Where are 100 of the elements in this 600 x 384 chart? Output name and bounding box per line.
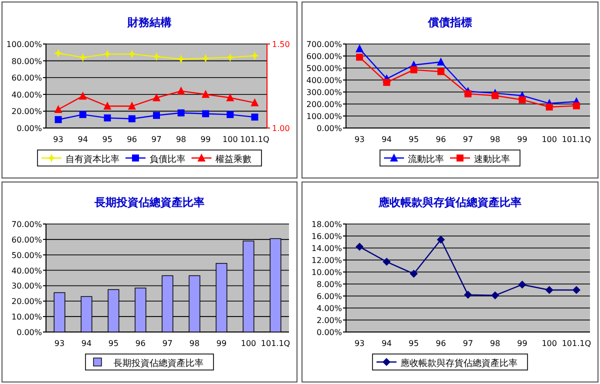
y-tick-label: 80.00% [11,56,42,66]
point [102,50,112,59]
y-tick-label: 20.00% [11,107,42,116]
x-tick-label: 95 [408,339,419,348]
y-tick-label: 0.00% [16,124,42,133]
y-tick-label: 0.00% [316,124,342,133]
point [54,48,63,58]
x-tick-label: 94 [382,339,392,348]
x-tick-label: 93 [54,339,65,348]
y-tick-label: 60.00% [11,74,42,83]
point [78,52,88,62]
y-tick-label: 300.00% [306,88,342,97]
y-tick-label: 2.00% [316,316,342,325]
legend-label: 權益乘數 [216,154,252,165]
x-tick-label: 99 [216,339,227,348]
x-tick-label: 94 [382,135,392,144]
y-tick-label: 0.00% [316,328,342,337]
point [153,112,160,119]
point [545,286,554,294]
point [437,68,444,76]
point [518,280,526,289]
y-tick-label: 40.00% [11,266,42,276]
point [410,270,418,278]
point [103,102,112,110]
y-tick-label: 10.00% [11,312,42,322]
x-tick-label: 98 [490,135,500,144]
y-tick-label: 60.00% [11,235,42,244]
point [78,92,87,100]
point [464,90,472,98]
y-tick-label: 30.00% [11,282,42,291]
point [356,54,364,61]
chart-title: 償債指標 [427,16,472,29]
point [128,115,136,122]
point [152,93,160,102]
y-tick-label: 4.00% [316,304,342,313]
point [436,236,445,244]
x-tick-label: 93 [354,339,365,348]
y-tick-label: 600.00% [306,52,342,61]
point [410,66,418,74]
y-tick-label: 0.00% [16,328,42,337]
x-tick-label: 95 [102,135,112,144]
point [251,114,258,121]
y-tick-label: 18.00% [311,220,342,229]
y-tick-label: 100.00% [6,40,42,49]
y-tick-label: 8.00% [316,280,342,289]
x-tick-label: 97 [462,339,474,348]
point [250,98,259,106]
point [492,92,499,100]
point [250,51,260,60]
y-tick-label: 400.00% [306,76,342,85]
point [177,86,186,95]
point [572,286,580,294]
point [79,111,86,118]
y-tick-label: 700.00% [306,40,342,49]
y-tick-label: 200.00% [306,100,342,109]
point [54,105,62,114]
point [104,114,111,122]
point [226,111,234,118]
point [152,52,161,62]
y-tick-label: 14.00% [311,244,342,253]
point [491,291,500,300]
x-tick-label: 100 [222,135,238,144]
chart-title: 長期投資佔總資產比率 [94,196,204,209]
point [356,242,364,251]
point [383,78,390,86]
y-tick-label: 12.00% [311,256,342,265]
legend-label: 應收帳款與存貨佔總資產比率 [400,358,518,369]
y-tick-label: 50.00% [11,250,42,260]
legend-label: 長期投資佔總資產比率 [114,358,204,369]
y-tick-label: 500.00% [306,64,342,73]
legend-label: 負債比率 [150,154,186,165]
y-tick-label: 100.00% [306,112,342,121]
legend-label: 速動比率 [474,154,510,165]
chart-title: 財務結構 [126,16,172,29]
point [464,290,472,299]
x-tick-label: 101.1Q [562,135,592,144]
x-tick-label: 101.1Q [240,135,270,144]
y2-tick-label: 1.50 [272,40,290,49]
x-tick-label: 97 [162,339,173,348]
x-tick-label: 101.1Q [260,339,290,348]
x-tick-label: 98 [176,135,186,144]
point [128,102,136,110]
legend-label: 流動比率 [408,154,444,165]
point [54,116,62,124]
x-tick-label: 97 [462,135,474,144]
x-tick-label: 101.1Q [562,339,592,348]
y-tick-label: 10.00% [311,268,342,277]
x-tick-label: 95 [108,339,119,348]
y-tick-label: 70.00% [11,220,42,229]
y-tick-label: 16.00% [311,232,342,241]
y-tick-label: 20.00% [11,297,42,306]
x-tick-label: 93 [354,135,365,144]
point [546,104,553,110]
point [382,258,391,266]
x-tick-label: 99 [200,135,211,144]
x-tick-label: 96 [436,135,446,144]
x-tick-label: 99 [517,339,528,348]
x-tick-label: 97 [151,135,162,144]
x-tick-label: 98 [189,339,200,348]
point [201,54,210,63]
